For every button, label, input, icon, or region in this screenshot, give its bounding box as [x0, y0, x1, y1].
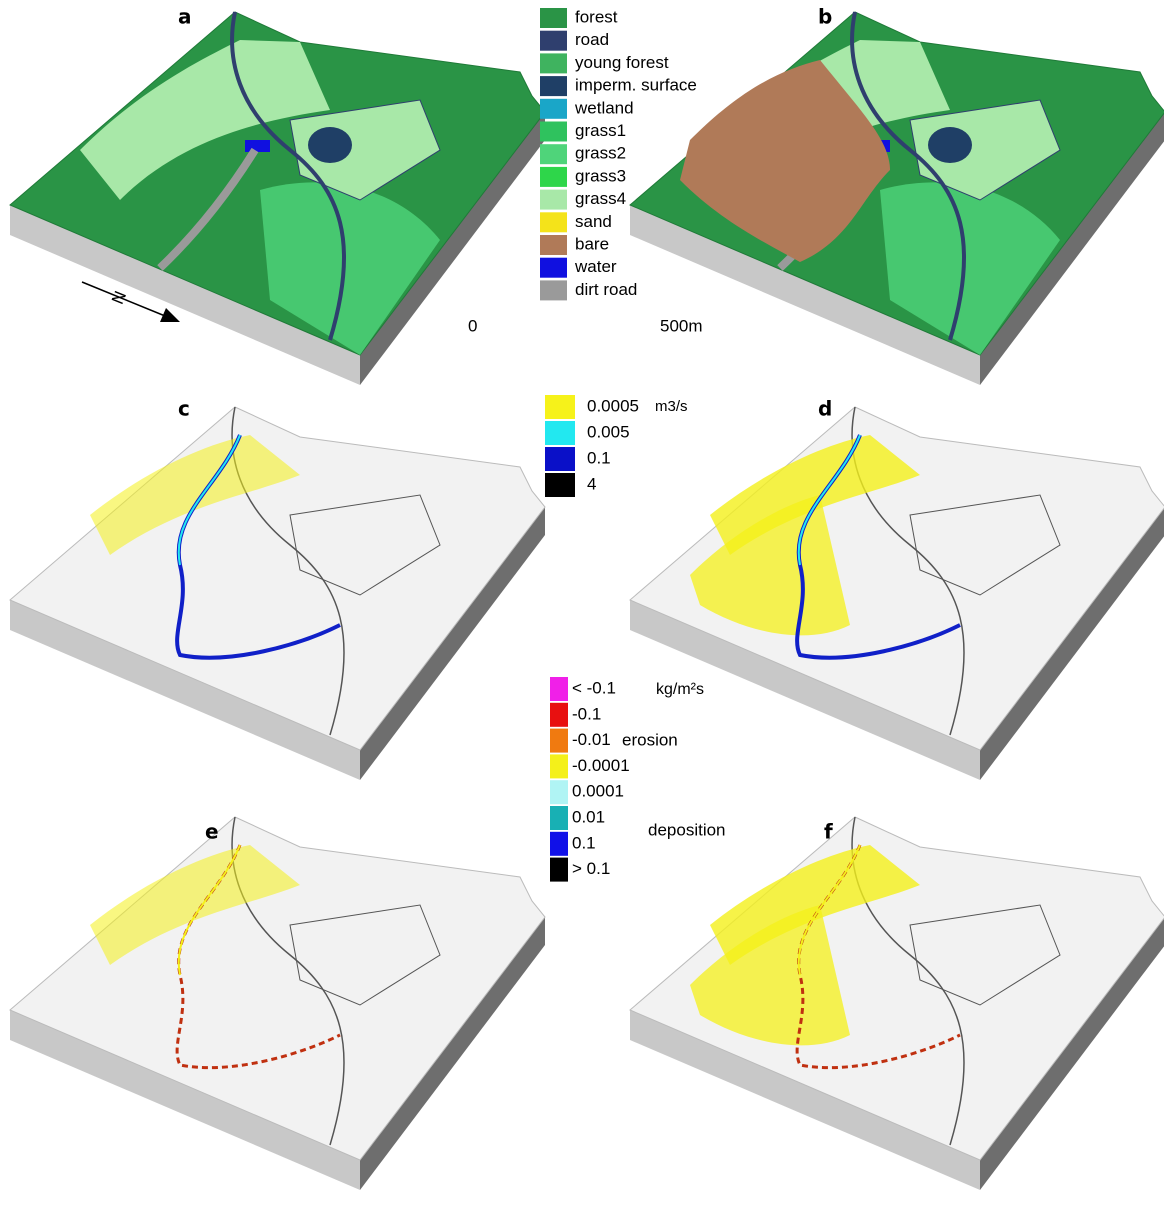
water	[245, 140, 270, 152]
erosion-label: erosion	[622, 730, 678, 749]
terrain	[10, 12, 545, 385]
legend-swatch	[545, 395, 575, 419]
legend-label: grass1	[575, 121, 626, 140]
legend-swatch	[540, 212, 567, 232]
legend-swatch	[540, 99, 567, 119]
scale-end: 500m	[660, 316, 703, 335]
legend-label: 0.005	[587, 422, 630, 441]
legend-label: 4	[587, 474, 596, 493]
legend-swatch	[550, 806, 568, 830]
legend-label: bare	[575, 234, 609, 253]
north-label: N	[108, 288, 130, 307]
legend-swatch	[545, 421, 575, 445]
panel-label: c	[178, 397, 190, 421]
legend-label: 0.0001	[572, 782, 624, 801]
legend-label: 0.0005	[587, 396, 639, 415]
legend-swatch	[550, 703, 568, 727]
legend-swatch	[540, 280, 567, 300]
legend-label: -0.0001	[572, 756, 630, 775]
legend-label: < -0.1	[572, 678, 616, 697]
terrain	[630, 817, 1164, 1190]
legend-swatch	[540, 122, 567, 142]
legend-swatch	[545, 473, 575, 497]
legend-unit: kg/m²s	[656, 681, 704, 698]
scale-start: 0	[468, 316, 477, 335]
legend-label: road	[575, 30, 609, 49]
legend-label: 0.1	[572, 833, 596, 852]
legend-swatch	[540, 144, 567, 164]
legend-swatch	[540, 31, 567, 51]
legend-label: -0.01	[572, 730, 611, 749]
terrain	[10, 407, 545, 780]
legend-swatch	[550, 780, 568, 804]
impervious	[308, 127, 352, 163]
legend-label: grass4	[575, 189, 626, 208]
legend-label: sand	[575, 212, 612, 231]
legend-swatch	[550, 858, 568, 882]
legend-swatch	[550, 832, 568, 856]
legend-label: grass3	[575, 166, 626, 185]
terrain	[10, 817, 545, 1190]
panel-label: f	[824, 820, 833, 844]
panel-label: b	[818, 5, 832, 29]
legend-label: water	[574, 257, 617, 276]
legend-swatch	[540, 167, 567, 187]
legend-label: young forest	[575, 53, 669, 72]
legend-label: forest	[575, 7, 618, 26]
legend-swatch	[545, 447, 575, 471]
figure: N 0 500m forest road young forest imperm. s…	[0, 0, 1164, 1216]
legend-swatch	[540, 8, 567, 28]
legend-label: > 0.1	[572, 859, 610, 878]
deposition-label: deposition	[648, 820, 726, 839]
panel-label: a	[178, 5, 192, 29]
legend-label: wetland	[574, 98, 634, 117]
terrain	[630, 12, 1164, 385]
legend-label: dirt road	[575, 280, 637, 299]
legend-label: 0.01	[572, 807, 605, 826]
legend-swatch	[540, 235, 567, 255]
legend-swatch	[550, 677, 568, 701]
panel-label: d	[818, 397, 832, 421]
panel-label: e	[205, 820, 219, 844]
legend-label: imperm. surface	[575, 76, 697, 95]
legend-unit: m3/s	[655, 398, 688, 415]
legend-label: grass2	[575, 144, 626, 163]
legend-label: -0.1	[572, 704, 601, 723]
impervious	[928, 127, 972, 163]
arrow-head	[160, 308, 180, 322]
terrain	[630, 407, 1164, 780]
legend-label: 0.1	[587, 448, 611, 467]
legend-swatch	[540, 53, 567, 73]
legend-swatch	[550, 729, 568, 753]
legend-swatch	[550, 754, 568, 778]
legend-swatch	[540, 190, 567, 210]
legend-swatch	[540, 258, 567, 278]
legend-swatch	[540, 76, 567, 96]
